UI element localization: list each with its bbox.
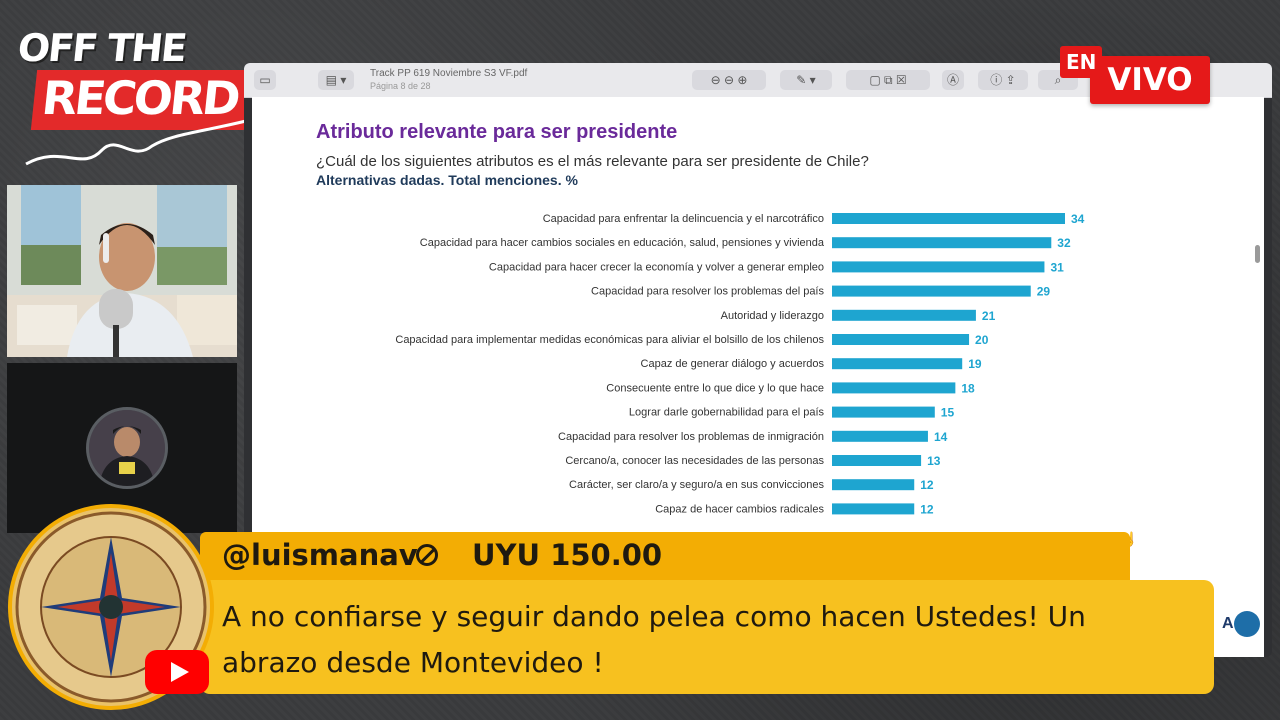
live-badge-en: EN: [1060, 46, 1103, 78]
category-label: Capacidad para hacer crecer la economía …: [489, 261, 824, 273]
youtube-icon: [145, 650, 209, 694]
live-badge-vivo: VIVO: [1090, 56, 1210, 104]
host-webcam: [7, 185, 237, 357]
markup-pen-icon[interactable]: ✎ ▾: [780, 70, 832, 90]
data-label: 12: [920, 478, 934, 492]
annotate-icon[interactable]: Ⓐ: [942, 70, 964, 90]
category-label: Lograr darle gobernabilidad para el país: [629, 407, 825, 419]
slide-question: ¿Cuál de los siguientes atributos es el …: [316, 153, 869, 170]
category-label: Capaz de hacer cambios radicales: [655, 503, 824, 515]
category-label: Capacidad para enfrentar la delincuencia…: [543, 213, 824, 225]
superchat-header: @luismanav UYU 150.00: [200, 532, 1130, 582]
superchat-username: @luismanav: [222, 538, 418, 572]
slide-title: Atributo relevante para ser presidente: [316, 121, 678, 143]
data-label: 14: [934, 430, 948, 444]
bar: [832, 334, 970, 345]
logo-text-off-the: OFF THE: [15, 26, 188, 70]
bar: [832, 503, 915, 515]
info-share-icon[interactable]: ⓘ ⇪: [978, 70, 1028, 90]
superchat-amount: UYU 150.00: [472, 538, 663, 572]
sidebar-toggle-button[interactable]: ▭: [254, 70, 276, 90]
data-label: 29: [1037, 285, 1051, 299]
view-menu-button[interactable]: ▤ ▾: [318, 70, 354, 90]
slide-subtitle: Alternativas dadas. Total menciones. %: [316, 172, 578, 188]
document-page-indicator: Página 8 de 28: [370, 81, 431, 91]
bar: [832, 213, 1065, 224]
category-label: Cercano/a, conocer las necesidades de la…: [565, 455, 824, 467]
data-label: 20: [975, 333, 989, 347]
bar-chart: Capacidad para enfrentar la delincuencia…: [395, 212, 1085, 516]
category-label: Capacidad para resolver los problemas de…: [558, 431, 824, 443]
pollster-logo-letter: A: [1222, 615, 1234, 632]
show-logo: OFF THE RECORD: [14, 22, 251, 180]
superchat-message-box: A no confiarse y seguir dando pelea como…: [200, 580, 1214, 694]
bar: [832, 261, 1045, 273]
data-label: 21: [982, 309, 996, 323]
shape-tools-icon[interactable]: ▢ ⧉ ☒: [846, 70, 930, 90]
category-label: Autoridad y liderazgo: [721, 310, 824, 322]
category-label: Capacidad para resolver los problemas de…: [591, 286, 824, 298]
data-label: 34: [1071, 212, 1085, 226]
guest-avatar-image: [89, 410, 165, 486]
bar: [832, 382, 956, 394]
bar: [832, 430, 928, 442]
bar: [832, 479, 915, 491]
page-scrollbar[interactable]: [1255, 245, 1260, 263]
data-label: 15: [941, 406, 955, 420]
category-label: Carácter, ser claro/a y seguro/a en sus …: [569, 479, 824, 491]
data-label: 31: [1050, 260, 1064, 274]
document-title: Track PP 619 Noviembre S3 VF.pdf: [370, 68, 528, 79]
data-label: 32: [1057, 236, 1071, 250]
category-label: Capacidad para hacer cambios sociales en…: [420, 237, 825, 249]
category-label: Consecuente entre lo que dice y lo que h…: [606, 382, 824, 394]
category-label: Capaz de generar diálogo y acuerdos: [641, 358, 825, 370]
data-label: 18: [961, 381, 975, 395]
bar: [832, 455, 922, 466]
data-label: 13: [927, 454, 941, 468]
superchat-message: A no confiarse y seguir dando pelea como…: [222, 600, 1086, 679]
data-label: 19: [968, 357, 982, 371]
zoom-out-icon[interactable]: ⊖ ⊖ ⊕: [692, 70, 766, 90]
guest-camera-panel: [7, 363, 237, 533]
host-video-frame: [7, 185, 237, 357]
category-label: Capacidad para implementar medidas econó…: [395, 334, 824, 346]
logo-swoosh: [25, 118, 251, 166]
bar: [832, 285, 1031, 297]
guest-avatar: [86, 407, 168, 489]
bar: [832, 406, 935, 418]
bar: [832, 237, 1052, 249]
bar: [832, 309, 976, 321]
bar: [832, 358, 963, 370]
no-symbol-icon: [416, 544, 438, 566]
pollster-logo-icon: [1234, 611, 1260, 637]
data-label: 12: [920, 502, 934, 516]
